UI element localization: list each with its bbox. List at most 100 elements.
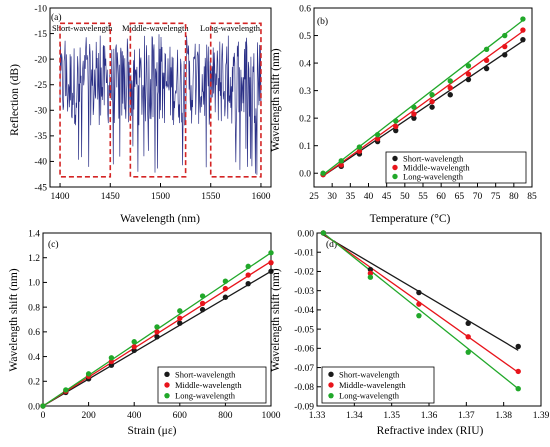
panel-b-point-short — [502, 52, 508, 58]
panel-b-point-middle — [483, 57, 490, 64]
panel-c-point-long — [177, 308, 183, 314]
panel-c-frame — [42, 232, 272, 407]
panel-c-point-long — [108, 355, 115, 361]
panel-a-region-box-0 — [59, 22, 112, 178]
panel-c-point-middle — [177, 315, 183, 321]
panel-c-legend-label-long: Long-wavelength — [175, 391, 236, 401]
panel-a-region-label-short: Short-wavelength — [52, 23, 113, 33]
panel-c-xlabel: Strain (με) — [128, 425, 177, 437]
panel-a-ytick-label: -10 — [34, 4, 47, 14]
panel-c-legend-marker-short — [164, 371, 170, 378]
panel-b-legend-label-long: Long-wavelength — [403, 172, 464, 182]
panel-d-point-middle — [465, 334, 471, 340]
panel-b-point-short — [465, 76, 472, 83]
panel-d-xtick-label: 1.34 — [346, 411, 363, 421]
panel-c-point-middle — [131, 343, 137, 350]
panel-c-point-long — [245, 263, 251, 270]
panel-c-point-short — [131, 347, 137, 354]
panel-b-point-long — [356, 144, 363, 150]
panel-d-ytick-label: -0.06 — [294, 345, 314, 355]
panel-d-legend-marker-short — [328, 371, 334, 378]
panel-b-point-short — [447, 92, 453, 98]
panel-b-point-short — [411, 115, 417, 121]
panel-a-ytick-label: -25 — [34, 81, 47, 91]
panel-b-point-middle — [465, 71, 472, 77]
panel-d-ytick-label: -0.08 — [294, 383, 314, 393]
panel-b-point-long — [483, 46, 490, 53]
panel-c-ytick-label: 1.4 — [28, 229, 40, 239]
panel-a-region-label-middle: Middle-wavelength — [122, 23, 189, 33]
panel-b-point-middle — [338, 162, 344, 168]
panel-c-xtick-label: 800 — [218, 411, 233, 421]
panel-d-point-long — [320, 230, 327, 236]
panel-b-ytick-label: 0.4 — [299, 59, 311, 69]
panel-d-ytick-label: -0.05 — [294, 325, 314, 335]
panel-c-point-short — [222, 294, 229, 300]
panel-c-point-short — [268, 268, 274, 275]
panel-d-xtick-label: 1.38 — [495, 411, 512, 421]
panel-d-point-long — [465, 349, 471, 355]
panel-c-point-middle — [268, 259, 274, 266]
panel-d-ytick-label: -0.04 — [294, 306, 314, 316]
panel-c-point-short — [199, 306, 206, 313]
panel-b-point-middle — [374, 136, 381, 142]
panel-a-ytick-label: -15 — [34, 30, 47, 40]
panel-b-xtick-label: 40 — [364, 192, 374, 202]
panel-d-point-middle — [367, 270, 374, 277]
panel-c-point-long — [199, 293, 206, 299]
panel-b-point-middle — [411, 111, 417, 117]
panel-d-xtick-label: 1.37 — [458, 411, 475, 421]
panel-a-xtick-label: 1600 — [251, 192, 270, 202]
panel-a-region-label-long: Long-wavelength — [200, 23, 261, 33]
panel-b-xtick-label: 30 — [327, 192, 337, 202]
panel-b-xtick-label: 25 — [309, 192, 319, 202]
panel-c-point-short — [245, 280, 251, 287]
panel-b-xtick-label: 45 — [382, 192, 392, 202]
panel-a: (a) Wavelength (nm) Reflection (dB) Shor… — [9, 4, 272, 225]
panel-c-tag: (c) — [48, 239, 59, 250]
panel-b-legend-marker-middle — [392, 164, 398, 171]
panel-b-point-middle — [502, 43, 508, 50]
panel-c-legend-label-short: Short-wavelength — [175, 369, 236, 379]
panel-b-point-short — [429, 104, 435, 110]
panel-c-legend-label-middle: Middle-wavelength — [175, 380, 242, 390]
panel-a-ytick-label: -35 — [34, 132, 47, 142]
panel-c-point-middle — [199, 300, 206, 307]
panel-b-xtick-label: 50 — [400, 192, 410, 202]
panel-a-ylabel: Reflection (dB) — [9, 64, 21, 136]
panel-b-legend-marker-short — [392, 155, 398, 162]
panel-b-legend-label-short: Short-wavelength — [403, 154, 464, 164]
panel-c-xtick-label: 1000 — [262, 411, 281, 421]
panel-a-xlabel: Wavelength (nm) — [120, 213, 200, 225]
panel-b-xtick-label: 55 — [418, 192, 428, 202]
panel-c-point-long — [222, 278, 229, 284]
panel-c-legend-box — [157, 366, 267, 404]
panel-b-xlabel: Temperature (°C) — [370, 213, 451, 225]
panel-d-point-short — [465, 320, 471, 327]
panel-b-point-long — [374, 131, 381, 138]
panel-c-ytick-label: 1.2 — [28, 254, 40, 264]
panel-b-legend-marker-long — [392, 173, 398, 180]
panel-c-point-middle — [222, 285, 229, 292]
panel-d-ytick-label: -0.07 — [294, 364, 314, 374]
panel-b-point-long — [429, 92, 435, 98]
panel-c-point-middle — [154, 329, 160, 335]
panel-c-point-middle — [245, 272, 251, 278]
panel-a-region-box-1 — [129, 22, 187, 178]
panel-b-point-middle — [447, 85, 453, 91]
panel-d-ytick-label: -0.09 — [294, 402, 314, 412]
panel-b-point-long — [411, 104, 417, 110]
panel-c-point-middle — [108, 358, 115, 365]
panel-b-fit-line-short — [322, 40, 524, 177]
panel-a-ytick-label: -40 — [34, 158, 47, 168]
panel-a-xtick-label: 1450 — [101, 192, 120, 202]
panel-c-ytick-label: 0.6 — [28, 328, 40, 338]
panel-b-ytick-label: 0.6 — [299, 4, 311, 14]
panel-b-point-middle — [520, 27, 526, 33]
panel-a-ytick-label: -20 — [34, 55, 47, 65]
panel-b-ytick-label: 0.3 — [299, 87, 311, 97]
panel-c-xtick-label: 0 — [41, 411, 46, 421]
panel-c-point-long — [40, 403, 46, 409]
panel-d-ytick-label: 0.00 — [297, 229, 314, 239]
